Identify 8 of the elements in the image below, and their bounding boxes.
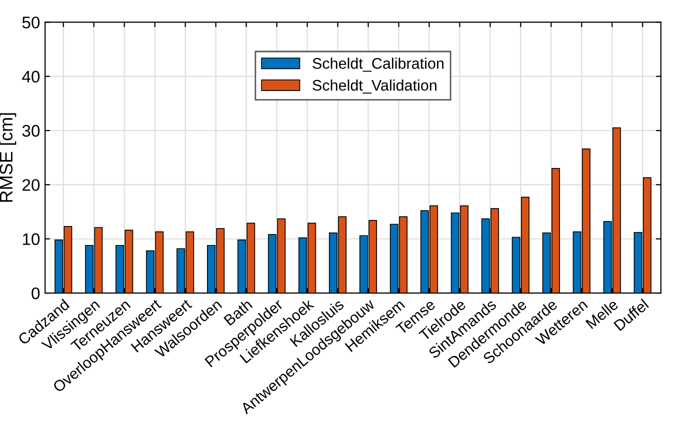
y-tick-label: 50 <box>22 16 40 28</box>
y-tick-label: 30 <box>22 124 40 137</box>
legend-label: Scheldt_Calibration <box>312 58 444 72</box>
y-tick-label: 0 <box>32 287 40 300</box>
y-tick-label: 40 <box>22 70 40 83</box>
legend-label: Scheldt_Validation <box>312 80 436 94</box>
y-tick-label: 20 <box>22 179 40 191</box>
y-tick-label: 10 <box>22 233 40 246</box>
